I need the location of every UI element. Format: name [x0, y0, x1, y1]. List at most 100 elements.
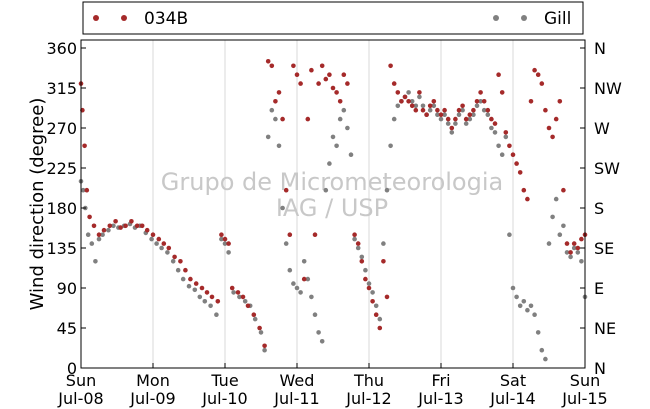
data-point: [568, 254, 573, 260]
data-point: [226, 241, 231, 246]
data-point: [242, 299, 248, 304]
data-point: [571, 241, 577, 246]
data-point: [301, 276, 307, 282]
data-point: [359, 254, 365, 260]
data-point: [564, 241, 570, 246]
data-point: [449, 125, 455, 131]
data-point: [334, 90, 339, 95]
data-point: [521, 187, 527, 193]
data-point: [154, 241, 159, 246]
data-point: [257, 325, 262, 331]
data-point: [420, 107, 426, 113]
data-point: [449, 130, 455, 135]
data-point: [492, 121, 498, 126]
data-point: [413, 107, 419, 113]
data-point: [366, 285, 372, 291]
data-point: [82, 143, 87, 149]
data-point: [316, 330, 321, 335]
data-point: [507, 143, 512, 149]
data-point: [312, 312, 318, 318]
x-tick-date-label: Jul-11: [273, 389, 319, 408]
data-point: [327, 72, 332, 77]
data-point: [276, 143, 282, 149]
data-point: [442, 112, 447, 117]
data-point: [323, 76, 329, 82]
data-point: [478, 90, 483, 95]
data-point: [337, 116, 343, 122]
legend-entry-gill: Gill: [493, 9, 571, 29]
data-point: [269, 107, 275, 113]
data-point: [481, 99, 487, 104]
data-point: [107, 223, 113, 229]
data-point: [180, 276, 186, 282]
data-point: [532, 67, 537, 73]
data-point: [355, 245, 361, 251]
data-point: [377, 316, 383, 322]
data-point: [183, 267, 188, 273]
y-tick-label: 0: [67, 359, 77, 378]
data-point: [381, 241, 386, 246]
data-point: [507, 232, 512, 237]
data-point: [525, 196, 530, 202]
data-point: [535, 72, 541, 77]
data-point: [503, 134, 509, 140]
data-point: [539, 81, 545, 86]
data-point: [129, 219, 134, 224]
x-tick-day-label: Thu: [353, 371, 384, 390]
data-point: [388, 63, 393, 69]
data-point: [568, 250, 573, 255]
data-point: [424, 112, 429, 117]
data-point: [96, 232, 102, 237]
data-point: [118, 225, 123, 230]
series-gill: [78, 90, 588, 362]
data-point: [496, 143, 501, 149]
legend-label-034B: 034B: [144, 9, 188, 29]
data-point: [280, 205, 285, 211]
data-point: [474, 99, 480, 104]
data-point: [202, 299, 208, 304]
data-point: [301, 259, 307, 264]
data-point: [237, 294, 242, 300]
x-tick-date-label: Jul-10: [201, 389, 247, 408]
data-point: [352, 232, 357, 237]
data-point: [499, 152, 505, 157]
data-point: [377, 325, 383, 331]
data-point: [561, 187, 566, 193]
data-point: [438, 116, 444, 122]
data-point: [222, 241, 228, 246]
data-point: [370, 299, 375, 304]
data-point: [496, 72, 501, 77]
data-point: [471, 112, 476, 117]
data-point: [312, 232, 318, 237]
data-point: [269, 63, 275, 69]
data-point: [517, 303, 523, 309]
data-point: [514, 161, 519, 166]
data-point: [395, 103, 401, 109]
data-point: [453, 121, 458, 126]
data-point: [391, 81, 397, 86]
right-tick-label: NW: [594, 79, 622, 98]
data-point: [106, 227, 111, 233]
y-axis-ticks: 0 45 90 135 180 225 270 315 360: [46, 39, 86, 378]
data-point: [485, 112, 491, 117]
data-point: [352, 236, 357, 242]
x-tick-day-label: Wed: [280, 371, 315, 390]
data-point: [417, 94, 422, 100]
data-point: [579, 259, 584, 264]
data-point: [431, 99, 437, 104]
data-point: [363, 276, 368, 282]
legend-label-gill: Gill: [544, 9, 571, 29]
data-point: [409, 99, 415, 104]
y-tick-label: 135: [46, 239, 77, 258]
data-point: [460, 107, 465, 113]
data-point: [283, 187, 289, 193]
data-point: [222, 236, 228, 242]
data-point: [258, 330, 264, 335]
data-point: [384, 294, 390, 300]
y-tick-label: 360: [46, 39, 77, 58]
data-point: [252, 316, 258, 322]
data-point: [489, 116, 494, 122]
data-point: [564, 250, 570, 255]
data-point: [316, 81, 321, 86]
